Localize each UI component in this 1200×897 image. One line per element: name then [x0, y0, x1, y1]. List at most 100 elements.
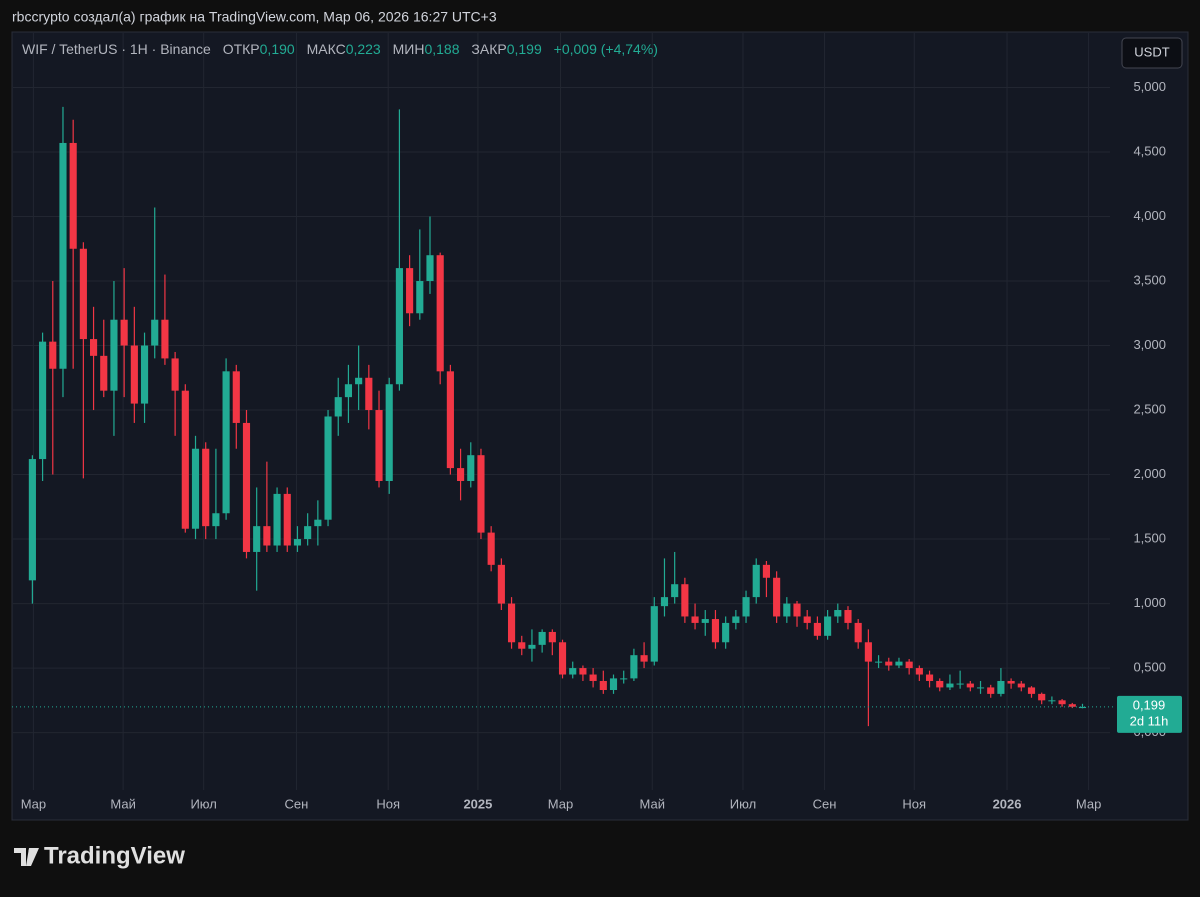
candle-body [355, 377, 363, 385]
candle-body [946, 683, 954, 688]
y-tick-label: 3,000 [1133, 337, 1166, 352]
candle-body [711, 619, 720, 643]
candle-body [762, 564, 770, 578]
candle-body [130, 345, 138, 404]
y-tick-label: 5,000 [1133, 79, 1166, 94]
candle-body [671, 584, 679, 598]
y-tick-label: 1,000 [1133, 595, 1166, 610]
candle-body [925, 674, 934, 681]
candle-body [191, 448, 200, 529]
candle-body [487, 532, 495, 565]
candle-body [314, 519, 322, 527]
candle-body [293, 539, 302, 546]
low-value: 0,188 [424, 41, 459, 57]
candle-body [630, 655, 638, 679]
candle-body [171, 358, 179, 391]
logo: TradingView [14, 842, 185, 869]
candle-body [39, 341, 47, 460]
candle-body [997, 680, 1005, 694]
plot: 0,0000,5001,0001,5002,0002,5003,0003,500… [12, 33, 1182, 811]
candle-body [436, 255, 444, 372]
candle-body [49, 341, 57, 369]
y-tick-label: 4,000 [1133, 208, 1166, 223]
candle-body [120, 319, 128, 346]
candle-body [89, 339, 98, 356]
candle-body [1007, 680, 1015, 684]
x-tick-label: 2025 [463, 796, 492, 811]
candle-body [660, 597, 669, 607]
candle-body [722, 622, 730, 643]
candle-body [589, 674, 597, 681]
candle-body [1048, 700, 1056, 702]
currency-button[interactable] [1121, 37, 1183, 69]
high-value: 0,223 [346, 41, 381, 57]
candle-body [579, 668, 587, 675]
y-tick-label: 0,500 [1133, 660, 1166, 675]
close-label: ЗАКР [471, 41, 506, 57]
y-tick-label: 3,500 [1133, 272, 1166, 287]
candle-body [242, 422, 251, 552]
last-price-label: 0,199 [1133, 697, 1166, 712]
candle-body [915, 668, 923, 675]
candle-body [28, 459, 36, 581]
x-tick-label: Июл [190, 796, 216, 811]
candle-body [875, 661, 883, 663]
candle-body [742, 597, 750, 617]
candle-body [222, 371, 230, 514]
y-tick-label: 1,500 [1133, 530, 1166, 545]
candle-body [793, 603, 801, 617]
candle-body [824, 616, 832, 636]
candle-body [416, 281, 424, 314]
candle-body [1027, 687, 1036, 694]
high-label: МАКС [307, 41, 346, 57]
candle-body [803, 616, 811, 623]
brand: TradingView [44, 842, 185, 869]
candle-body [528, 644, 536, 649]
candle-body [161, 319, 169, 359]
currency-button-label[interactable]: USDT [1134, 44, 1169, 59]
candle-body [691, 616, 699, 623]
candle-body [375, 410, 383, 481]
candle-body [773, 577, 781, 617]
candle-body [110, 319, 118, 391]
candle-body [406, 268, 414, 314]
candle-body [895, 661, 903, 666]
candle-body [599, 680, 607, 691]
x-tick-label: Ноя [902, 796, 926, 811]
x-tick-label: Мар [548, 796, 573, 811]
candle-body [813, 622, 821, 636]
candle-body [69, 142, 77, 249]
candle-body [446, 371, 454, 469]
candle-body [395, 268, 403, 385]
candle-body [181, 390, 189, 529]
y-tick-label: 2,000 [1133, 466, 1166, 481]
candle-body [956, 683, 964, 685]
candle-body [212, 513, 220, 527]
x-tick-label: Сен [813, 796, 837, 811]
candle-body [640, 655, 648, 662]
candle-body [100, 355, 108, 391]
candle-body [854, 622, 862, 643]
caption: rbccrypto создал(а) график на TradingVie… [12, 9, 497, 25]
symbol: WIF / TetherUS · 1H · Binance [22, 41, 211, 57]
candle-body [59, 142, 67, 369]
close-value: 0,199 [507, 41, 542, 57]
candle-body [936, 680, 944, 688]
change: +0,009 (+4,74%) [554, 41, 658, 57]
candle-body [1078, 706, 1087, 709]
candle-body [324, 416, 332, 520]
x-tick-label: Ноя [376, 796, 400, 811]
candle-body [457, 468, 465, 481]
x-tick-label: Май [640, 796, 665, 811]
candle-body [334, 397, 342, 417]
y-tick-label: 2,500 [1133, 401, 1166, 416]
candle-body [1017, 683, 1025, 688]
candle-body [844, 610, 852, 623]
candle-body [79, 248, 87, 340]
candle-body [477, 455, 485, 533]
candle-body [783, 603, 791, 617]
candle-body [752, 564, 760, 598]
candle-body [467, 455, 475, 481]
candle-body [1058, 700, 1066, 705]
